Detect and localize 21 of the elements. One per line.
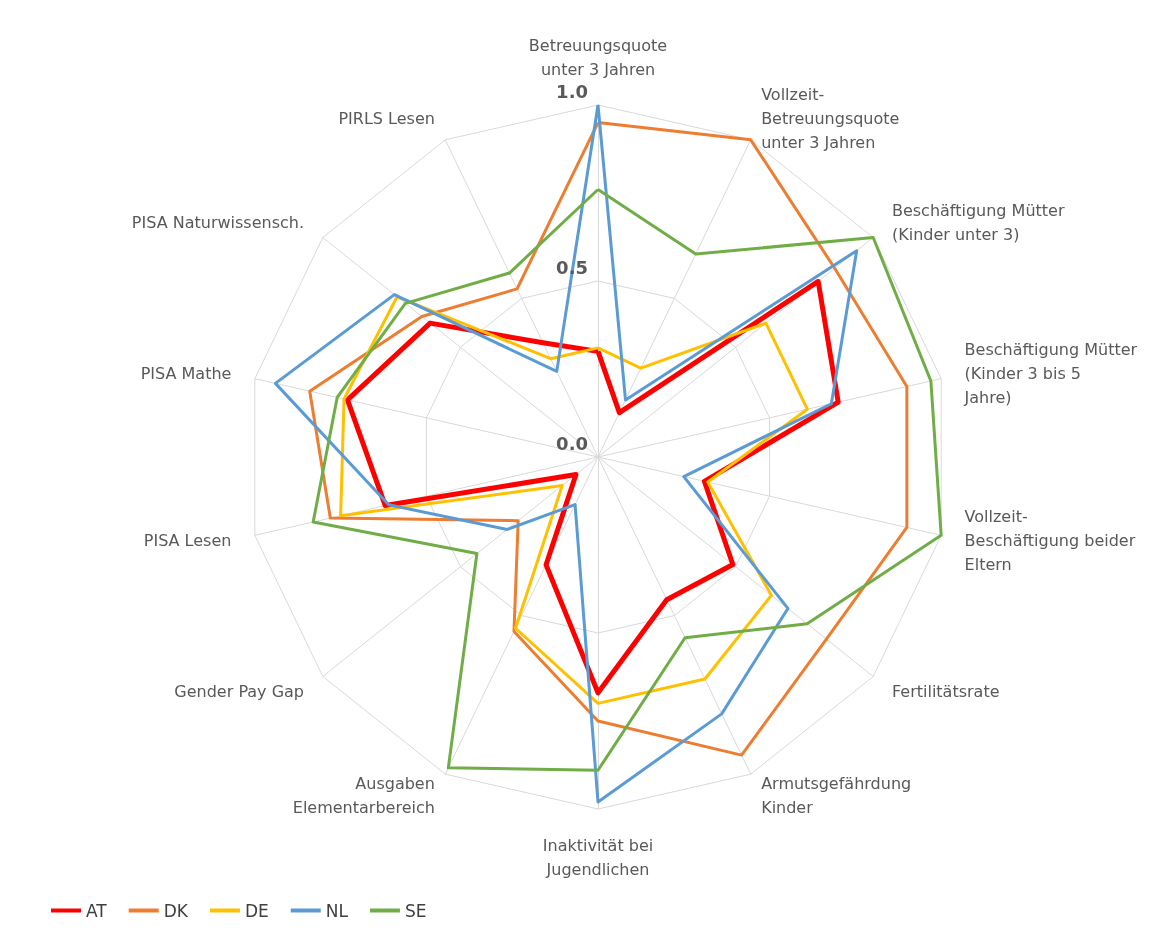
spoke-label: PIRLS Lesen [338, 108, 435, 128]
spoke-label: Ausgaben Elementarbereich [292, 774, 435, 818]
spoke-label: Fertilitätsrate [891, 681, 1000, 701]
spoke-label: PISA Mathe [140, 363, 232, 383]
spoke-label: Betreuungsquote unter 3 Jahren [528, 35, 668, 79]
spoke-label: Beschäftigung Mütter (Kinder 3 bis 5 Jahre) [963, 339, 1138, 407]
legend-label: DE [244, 900, 269, 921]
spoke-label: Vollzeit-Betreuungsquote unter 3 Jahren [761, 84, 900, 152]
spoke-label: PISA Naturwissensch. [131, 213, 305, 233]
spoke-label: Armutsgefährdung Kinder [761, 774, 912, 818]
y-tick-label: 1.0 [556, 80, 588, 102]
spoke-label: Beschäftigung Mütter (Kinder unter 3) [891, 201, 1065, 245]
spoke-label: Vollzeit-Beschäftigung beider Eltern [964, 507, 1136, 575]
legend-label: NL [325, 900, 349, 921]
legend-label: AT [86, 900, 108, 921]
spoke-label: Gender Pay Gap [174, 681, 305, 701]
legend-label: SE [404, 900, 427, 921]
legend-label: DK [163, 900, 189, 921]
spoke-label: PISA Lesen [143, 531, 232, 551]
y-tick-label: 0.0 [556, 432, 588, 454]
spoke-label: Inaktivität bei Jugendlichen [542, 835, 654, 879]
